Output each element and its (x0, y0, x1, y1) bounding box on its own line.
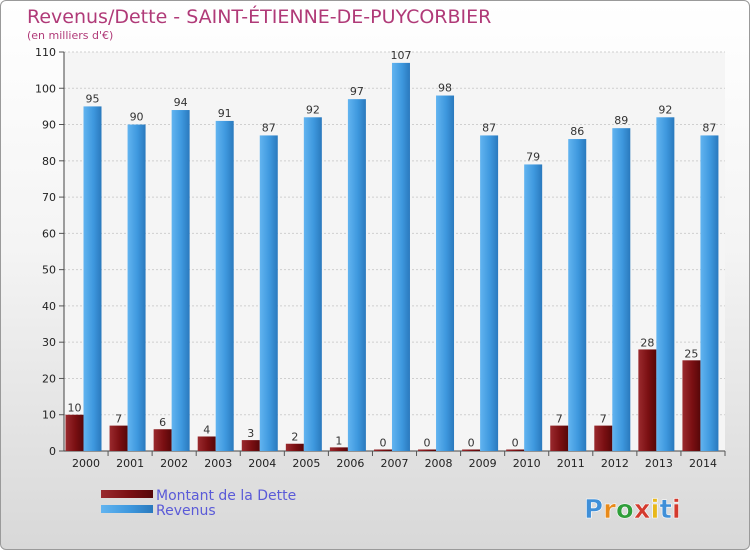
y-tick-label: 100 (35, 82, 56, 95)
x-tick-label: 2010 (513, 457, 541, 470)
bar-dette (153, 429, 172, 451)
data-label-dette: 25 (684, 347, 698, 360)
y-tick-label: 50 (42, 264, 56, 277)
y-tick-label: 60 (42, 227, 56, 240)
data-label-dette: 4 (203, 423, 210, 436)
bar-revenus (347, 99, 366, 452)
chart-subtitle: (en milliers d'€) (27, 29, 114, 42)
bar-revenus (83, 106, 102, 451)
y-tick-label: 110 (35, 46, 56, 59)
data-label-revenus: 95 (86, 92, 100, 105)
data-label-revenus: 92 (306, 103, 320, 116)
data-label-dette: 10 (68, 402, 82, 415)
data-label-revenus: 86 (570, 125, 584, 138)
data-label-revenus: 97 (350, 85, 364, 98)
x-tick-label: 2001 (116, 457, 144, 470)
data-label-dette: 7 (556, 413, 563, 426)
x-tick-label: 2007 (381, 457, 409, 470)
x-tick-label: 2012 (601, 457, 629, 470)
bar-revenus (171, 110, 190, 451)
x-tick-label: 2013 (645, 457, 673, 470)
bar-dette (241, 440, 260, 451)
data-label-dette: 7 (115, 413, 122, 426)
bar-dette (285, 443, 304, 451)
y-tick-label: 30 (42, 336, 56, 349)
y-tick-label: 80 (42, 155, 56, 168)
bar-revenus (612, 128, 631, 451)
bar-revenus (700, 135, 719, 451)
y-tick-label: 90 (42, 119, 56, 132)
legend-label-revenus: Revenus (156, 503, 216, 519)
data-label-dette: 6 (159, 416, 166, 429)
bar-dette (329, 447, 348, 451)
x-tick-label: 2004 (248, 457, 276, 470)
bar-dette (594, 425, 613, 451)
data-label-revenus: 91 (218, 107, 232, 120)
bar-dette (638, 349, 657, 451)
data-label-revenus: 107 (390, 49, 411, 62)
y-tick-label: 40 (42, 300, 56, 313)
bar-dette (550, 425, 569, 451)
bar-dette (109, 425, 128, 451)
legend: Montant de la Dette Revenus (101, 488, 296, 519)
data-label-dette: 0 (468, 437, 475, 450)
data-label-revenus: 92 (658, 103, 672, 116)
bar-revenus (568, 139, 587, 451)
bar-revenus (656, 117, 675, 452)
data-label-revenus: 89 (614, 114, 628, 127)
legend-swatch-revenus (101, 505, 153, 513)
y-tick-label: 70 (42, 191, 56, 204)
logo-text: Proxiti (584, 495, 681, 525)
data-label-dette: 0 (424, 437, 431, 450)
bar-revenus (524, 164, 543, 452)
x-tick-label: 2005 (292, 457, 320, 470)
bar-dette (506, 449, 525, 451)
legend-label-debt: Montant de la Dette (156, 488, 296, 504)
bar-revenus (259, 135, 278, 451)
data-label-dette: 28 (640, 336, 654, 349)
bar-revenus (436, 95, 455, 451)
data-label-dette: 2 (291, 431, 298, 444)
data-label-revenus: 94 (174, 96, 188, 109)
bar-dette (418, 449, 437, 451)
x-tick-label: 2003 (204, 457, 232, 470)
bar-dette (197, 436, 216, 451)
data-label-revenus: 90 (130, 111, 144, 124)
bar-revenus (127, 124, 146, 451)
data-label-dette: 3 (247, 427, 254, 440)
y-tick-label: 20 (42, 372, 56, 385)
bar-dette (682, 360, 701, 451)
data-label-revenus: 98 (438, 82, 452, 95)
bar-dette (373, 449, 392, 451)
bar-dette (65, 414, 84, 451)
data-label-dette: 0 (379, 437, 386, 450)
y-tick-label: 10 (42, 409, 56, 422)
data-label-dette: 0 (512, 437, 519, 450)
x-tick-label: 2008 (425, 457, 453, 470)
data-label-revenus: 87 (702, 121, 716, 134)
x-tick-label: 2009 (469, 457, 497, 470)
x-tick-label: 2011 (557, 457, 585, 470)
chart-title: Revenus/Dette - SAINT-ÉTIENNE-DE-PUYCORB… (27, 6, 492, 28)
bar-dette (462, 449, 481, 451)
proxiti-logo: Proxiti (584, 495, 681, 526)
bar-revenus (391, 62, 410, 452)
x-tick-label: 2014 (689, 457, 717, 470)
data-label-dette: 1 (335, 434, 342, 447)
data-label-revenus: 87 (262, 121, 276, 134)
x-tick-label: 2006 (336, 457, 364, 470)
bar-revenus (215, 120, 234, 451)
y-tick-label: 0 (49, 445, 56, 458)
bar-revenus (303, 117, 322, 452)
legend-swatch-debt (101, 490, 153, 498)
bar-revenus (480, 135, 499, 451)
x-tick-label: 2000 (72, 457, 100, 470)
data-label-dette: 7 (600, 413, 607, 426)
data-label-revenus: 79 (526, 150, 540, 163)
x-tick-label: 2002 (160, 457, 188, 470)
data-label-revenus: 87 (482, 121, 496, 134)
